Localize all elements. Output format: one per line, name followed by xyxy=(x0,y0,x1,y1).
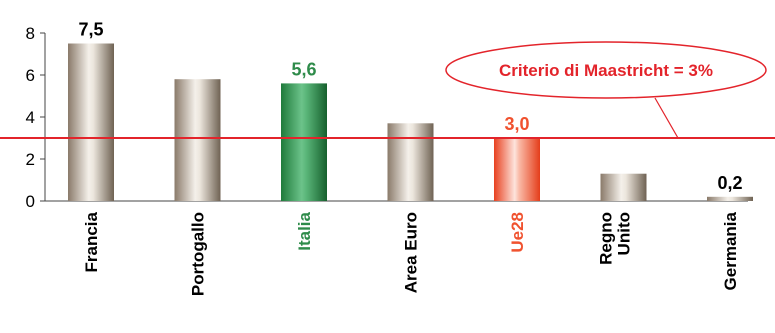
callout-ellipse xyxy=(445,41,767,99)
callout-text: Criterio di Maastricht = 3% xyxy=(499,61,713,80)
category-label: Portogallo xyxy=(189,212,208,296)
data-label: 0,2 xyxy=(717,173,742,193)
callout-pointer xyxy=(654,97,679,139)
bar xyxy=(600,173,647,201)
bar xyxy=(387,123,434,201)
y-tick-label: 8 xyxy=(26,24,35,43)
bar xyxy=(281,83,327,201)
category-label: Italia xyxy=(295,211,314,250)
data-label: 5,6 xyxy=(291,59,316,79)
bar xyxy=(707,196,753,201)
callout-group: Criterio di Maastricht = 3% xyxy=(445,41,767,99)
bar xyxy=(68,43,114,201)
reference-line-group xyxy=(0,97,775,139)
category-label: Francia xyxy=(82,211,101,272)
data-labels: 7,5 5,6 3,0 0,2 xyxy=(78,20,742,193)
category-label: Unito xyxy=(615,212,634,255)
data-label: 3,0 xyxy=(504,114,529,134)
y-tick-label: 2 xyxy=(26,150,35,169)
data-label: 7,5 xyxy=(78,20,103,40)
category-label: Germania xyxy=(721,211,740,290)
y-tick-label: 0 xyxy=(26,192,35,211)
bar xyxy=(494,138,540,201)
y-tick-label: 6 xyxy=(26,66,35,85)
bar xyxy=(174,79,221,201)
category-label: Regno xyxy=(597,212,616,265)
category-label: Area Euro xyxy=(402,212,421,293)
category-labels: Francia Portogallo Italia Area Euro Ue28 Regn… xyxy=(82,211,740,296)
category-label: Ue28 xyxy=(508,212,527,253)
y-tick-label: 4 xyxy=(26,108,35,127)
bars xyxy=(68,43,753,201)
